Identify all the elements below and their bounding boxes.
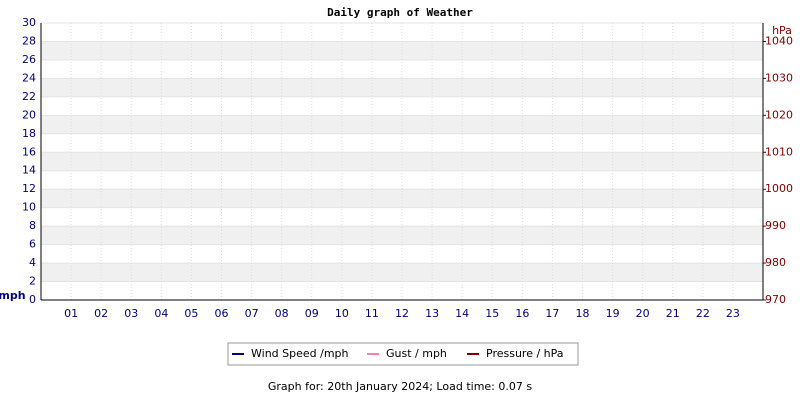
y-tick-label: 18 (22, 127, 36, 140)
y-tick-label: 30 (22, 16, 36, 29)
x-tick-label: 10 (335, 307, 349, 320)
footer: Graph for: 20th January 2024; Load time:… (268, 380, 532, 393)
y-tick-label: 10 (22, 201, 36, 214)
x-tick-label: 07 (245, 307, 259, 320)
y2-tick-label: 1000 (765, 182, 793, 195)
y-tick-label: 12 (22, 182, 36, 195)
x-tick-label: 04 (154, 307, 168, 320)
y2-tick-label: 1040 (765, 34, 793, 47)
x-tick-label: 12 (395, 307, 409, 320)
y-tick-label: 22 (22, 90, 36, 103)
chart-title: Daily graph of Weather (327, 6, 473, 19)
y2-tick-label: 970 (765, 293, 786, 306)
legend-box (227, 342, 579, 366)
y2-tick-label: 1010 (765, 145, 793, 158)
x-tick-label: 11 (365, 307, 379, 320)
y-tick-label: 20 (22, 108, 36, 121)
x-tick-label: 15 (485, 307, 499, 320)
y2-tick-label: 1020 (765, 108, 793, 121)
x-tick-label: 06 (215, 307, 229, 320)
x-tick-label: 14 (455, 307, 469, 320)
x-tick-label: 17 (545, 307, 559, 320)
y2-tick-label: 1030 (765, 71, 793, 84)
y-tick-label: 6 (29, 238, 36, 251)
legend-label: Pressure / hPa (486, 347, 564, 360)
x-tick-label: 08 (275, 307, 289, 320)
x-tick-label: 16 (515, 307, 529, 320)
legend-label: Wind Speed /mph (251, 347, 349, 360)
y-tick-label: 28 (22, 34, 36, 47)
x-tick-label: 09 (305, 307, 319, 320)
x-tick-label: 13 (425, 307, 439, 320)
y-tick-label: 4 (29, 256, 36, 269)
grid-band (41, 78, 763, 97)
y-tick-label: 2 (29, 275, 36, 288)
x-tick-label: 23 (726, 307, 740, 320)
y2-tick-label: 980 (765, 256, 786, 269)
x-tick-label: 22 (696, 307, 710, 320)
x-tick-label: 03 (124, 307, 138, 320)
y-tick-label: 8 (29, 219, 36, 232)
y-tick-label: 26 (22, 53, 36, 66)
x-tick-label: 01 (64, 307, 78, 320)
x-tick-label: 20 (636, 307, 650, 320)
grid-band (41, 226, 763, 245)
legend-label: Gust / mph (386, 347, 447, 360)
y-tick-label: 0 (29, 293, 36, 306)
x-tick-label: 18 (576, 307, 590, 320)
y2-tick-label: 990 (765, 219, 786, 232)
x-tick-label: 02 (94, 307, 108, 320)
x-tick-label: 19 (606, 307, 620, 320)
x-tick-label: 21 (666, 307, 680, 320)
y2-axis-label: hPa (772, 24, 792, 37)
y-tick-label: 24 (22, 71, 36, 84)
y-tick-label: 14 (22, 164, 36, 177)
x-tick-label: 05 (184, 307, 198, 320)
y-tick-label: 16 (22, 145, 36, 158)
y-axis-label: mph (0, 289, 26, 302)
